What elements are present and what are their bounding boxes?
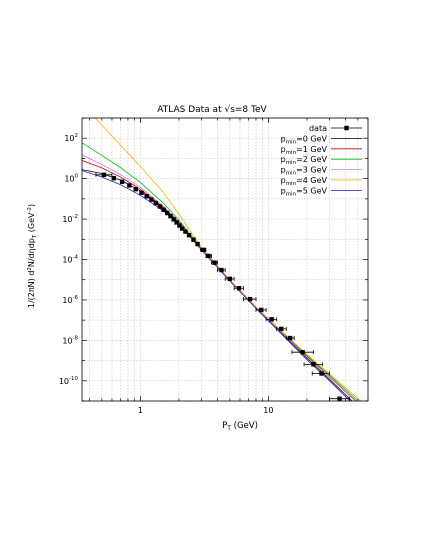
x-tick-label: 1 [138,406,143,415]
y-tick-label: 10-8 [62,335,78,345]
data-point [127,183,132,188]
y-tick-label: 10-4 [62,255,78,265]
data-point [300,349,305,355]
data-point [191,237,196,242]
data-point [119,179,125,184]
data-point [195,241,200,247]
data-point [319,371,324,376]
data-point [311,362,316,367]
y-tick-label: 100 [64,174,78,184]
legend-label-data: data [309,124,327,133]
data-point [177,223,182,228]
tick-labels: 1 10 102 100 10-2 10-4 10-6 10-8 10-10 [59,133,274,415]
data-point [171,217,176,222]
data-point [201,247,206,253]
data-point [212,260,217,265]
data-point [179,226,185,231]
x-axis-label: PT (GeV) [222,421,258,432]
data-point [168,213,173,219]
data-point [153,200,159,206]
chart-title: ATLAS Data at √s=8 TeV [157,104,267,115]
legend-label-4: pmin=4 GeV [281,176,328,187]
data-point [337,396,342,401]
data-point [111,176,116,181]
data-point [157,204,163,209]
y-tick-label: 10-6 [62,295,78,305]
data-point [101,172,107,177]
data-point [186,232,192,238]
data-point [269,317,274,322]
data-point [164,210,170,216]
y-tick-label: 10-2 [62,214,78,224]
legend-label-0: pmin=0 GeV [281,134,328,145]
data-point [259,307,264,313]
legend-marker-data [344,125,349,131]
legend-label-1: pmin=1 GeV [281,145,328,156]
legend-label-3: pmin=3 GeV [281,166,328,177]
y-tick-label: 10-10 [59,376,79,386]
data-point [279,326,284,332]
plot-frame [81,117,369,402]
data-point [133,187,138,192]
data-point [183,229,188,234]
data-point [236,286,242,291]
data-point [139,190,144,195]
data-point [144,194,149,199]
data-point [227,276,233,282]
data-point [247,296,253,302]
data-point [219,267,224,273]
legend-label-5: pmin=5 GeV [281,186,328,197]
data-points [95,172,350,401]
x-tick-label: 10 [263,406,273,415]
data-point [287,335,293,341]
y-tick-label: 102 [64,133,78,143]
curve-5 [82,170,351,401]
data-point [174,220,179,225]
y-axis-label: 1/(2πN) d2N/dηdpT (GeV-2) [27,204,38,308]
legend-label-2: pmin=2 GeV [281,155,328,166]
data-point [161,207,166,212]
data-point [206,253,211,259]
grid [82,117,369,402]
data-point [149,197,154,202]
